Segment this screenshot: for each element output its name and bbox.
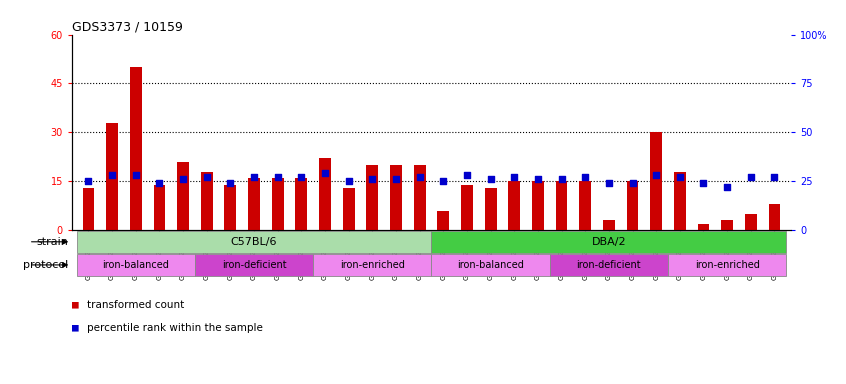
Point (413, 174, 426, 180)
Bar (651, 132, 662, 230)
Point (106, 172, 119, 179)
Bar (272, 178, 283, 230)
Point (152, 180, 166, 186)
Text: DBA/2: DBA/2 (591, 237, 626, 247)
Bar (698, 224, 710, 230)
Bar (313, 254, 431, 276)
Point (626, 180, 640, 186)
Bar (508, 181, 520, 230)
Point (721, 184, 734, 190)
Point (697, 180, 711, 186)
Bar (366, 165, 378, 230)
Point (437, 178, 450, 184)
Point (531, 176, 545, 182)
Bar (674, 172, 686, 230)
Bar (107, 122, 118, 230)
Bar (248, 178, 260, 230)
Point (484, 176, 497, 182)
Bar (295, 178, 307, 230)
Bar (83, 188, 95, 230)
Point (342, 178, 355, 184)
Text: iron-deficient: iron-deficient (577, 260, 641, 270)
Point (200, 174, 213, 180)
Point (744, 174, 757, 180)
Point (579, 174, 592, 180)
Text: iron-balanced: iron-balanced (102, 260, 169, 270)
Point (508, 174, 521, 180)
Text: iron-balanced: iron-balanced (457, 260, 524, 270)
Point (223, 180, 237, 186)
Bar (431, 254, 550, 276)
Point (365, 176, 379, 182)
Point (673, 174, 687, 180)
Bar (532, 181, 544, 230)
Bar (224, 185, 236, 230)
Bar (201, 172, 212, 230)
Text: iron-enriched: iron-enriched (695, 260, 760, 270)
Point (129, 172, 142, 179)
Bar (153, 185, 165, 230)
Text: GDS3373 / 10159: GDS3373 / 10159 (72, 20, 183, 33)
Point (602, 180, 616, 186)
Bar (437, 211, 449, 230)
Bar (77, 231, 431, 253)
Point (460, 172, 474, 179)
Text: C57BL/6: C57BL/6 (231, 237, 277, 247)
Bar (343, 188, 354, 230)
Bar (603, 220, 615, 230)
Point (247, 174, 261, 180)
Bar (668, 254, 786, 276)
Point (82, 178, 96, 184)
Text: iron-deficient: iron-deficient (222, 260, 286, 270)
Text: iron-enriched: iron-enriched (340, 260, 404, 270)
Bar (461, 185, 473, 230)
Bar (485, 188, 497, 230)
Point (294, 174, 308, 180)
Text: protocol: protocol (23, 260, 69, 270)
Bar (722, 220, 733, 230)
Bar (550, 254, 668, 276)
Text: transformed count: transformed count (87, 300, 184, 310)
Text: percentile rank within the sample: percentile rank within the sample (87, 323, 263, 333)
Point (555, 176, 569, 182)
Point (176, 176, 190, 182)
Point (271, 174, 284, 180)
Bar (177, 162, 189, 230)
Bar (627, 181, 639, 230)
Bar (77, 254, 195, 276)
Bar (390, 165, 402, 230)
Text: strain: strain (36, 237, 69, 247)
Bar (556, 181, 568, 230)
Bar (431, 231, 786, 253)
Bar (130, 67, 141, 230)
Point (650, 172, 663, 179)
Text: ■: ■ (72, 300, 85, 310)
Bar (195, 254, 313, 276)
Bar (319, 159, 331, 230)
Bar (744, 214, 756, 230)
Point (318, 170, 332, 177)
Text: ■: ■ (72, 323, 85, 333)
Bar (768, 204, 780, 230)
Bar (580, 181, 591, 230)
Point (389, 176, 403, 182)
Point (767, 174, 781, 180)
Bar (414, 165, 426, 230)
